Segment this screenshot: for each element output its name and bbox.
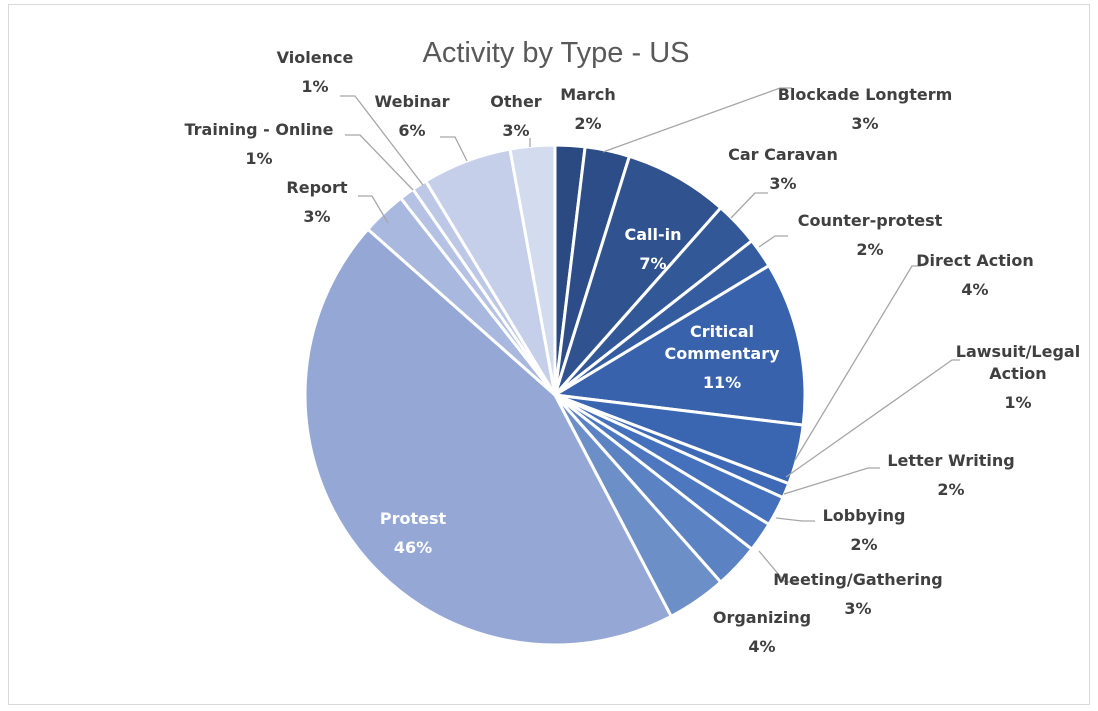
leader-line-car-caravan (730, 192, 768, 219)
leader-line-lobbying (775, 517, 815, 522)
leader-line-letter-writing (783, 467, 880, 495)
leader-line-training-online (345, 134, 414, 191)
slice-label-webinar: Webinar 6% (375, 92, 450, 140)
slice-label-letter-writing: Letter Writing 2% (887, 451, 1014, 499)
chart-title: Activity by Type - US (423, 37, 690, 69)
slice-label-call-in: Call-in 7% (624, 225, 681, 273)
slice-label-violence: Violence 1% (277, 48, 354, 96)
slice-label-training-online: Training - Online 1% (184, 120, 333, 168)
slice-label-protest: Protest 46% (380, 509, 447, 557)
leader-line-direct-action (794, 265, 921, 461)
slice-label-organizing: Organizing 4% (713, 608, 811, 656)
leader-lines (340, 87, 960, 583)
slice-labels: March 2% Blockade Longterm 3% Call-in 7% Car C… (184, 48, 1080, 656)
leader-line-lawsuit-legal-action (785, 359, 960, 478)
leader-line-blockade-longterm (602, 87, 792, 153)
slice-label-blockade-longterm: Blockade Longterm 3% (778, 85, 953, 133)
slice-label-critical-commentary: Critical Commentary 11% (664, 322, 780, 392)
pie-slice-protest (303, 227, 674, 647)
leader-line-counter-protest (758, 235, 788, 248)
leader-line-report (358, 195, 389, 224)
pie-slice-other (508, 143, 557, 396)
slice-label-lobbying: Lobbying 2% (823, 506, 906, 554)
slice-label-other: Other 3% (490, 92, 541, 140)
slice-label-meeting-gathering: Meeting/Gathering 3% (773, 570, 942, 618)
slice-label-car-caravan: Car Caravan 3% (728, 145, 838, 193)
leader-line-violence (340, 95, 424, 186)
leader-line-webinar (440, 136, 468, 162)
slice-label-march: March 2% (560, 85, 615, 133)
slice-label-counter-protest: Counter-protest 2% (798, 211, 943, 259)
slice-label-direct-action: Direct Action 4% (916, 251, 1034, 299)
pie-slice-call-in (553, 154, 723, 396)
slice-label-lawsuit-legal-action: Lawsuit/Legal Action 1% (956, 342, 1080, 412)
pie-slices (303, 143, 807, 647)
pie-slice-critical-commentary (550, 263, 807, 427)
slice-label-report: Report 3% (286, 178, 348, 226)
leader-line-meeting-gathering (758, 550, 798, 583)
